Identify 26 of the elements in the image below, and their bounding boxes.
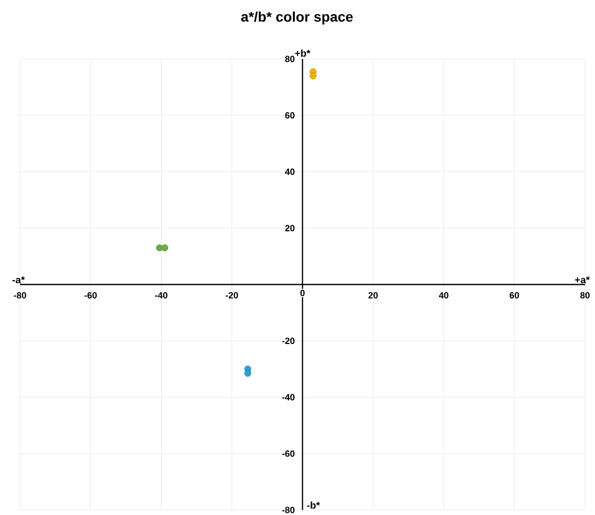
x-tick-label: 20	[368, 292, 378, 298]
x-tick-label: -20	[226, 292, 238, 298]
point	[161, 244, 168, 252]
point	[310, 72, 316, 80]
text: +b*	[295, 49, 310, 57]
y-tick-label: -40	[282, 394, 294, 400]
annotation: -b*	[307, 501, 320, 509]
x-tick-label: -60	[84, 292, 97, 298]
x-tick-label: -40	[155, 292, 168, 298]
y-tick-label: -80	[282, 506, 294, 514]
x-tick-label: 40	[438, 292, 448, 298]
annotation: +a*	[574, 276, 590, 284]
y-tick-label: -20	[282, 338, 294, 344]
x-tick-label: 60	[510, 292, 520, 298]
x-tick-label: 0	[300, 290, 305, 296]
y-tick-label: 60	[285, 112, 294, 119]
y-tick-label: 80	[285, 56, 294, 62]
y-tick-label: 20	[285, 224, 294, 232]
y-tick-label: -60	[282, 450, 294, 457]
x-tick-label: -80	[14, 292, 26, 298]
chart-title: a*/b* color space	[241, 11, 353, 24]
annotation: -a*	[12, 276, 25, 284]
point	[156, 244, 163, 252]
point	[244, 370, 252, 377]
x-tick-label: 80	[580, 292, 590, 298]
y-tick-label: 40	[285, 168, 294, 175]
